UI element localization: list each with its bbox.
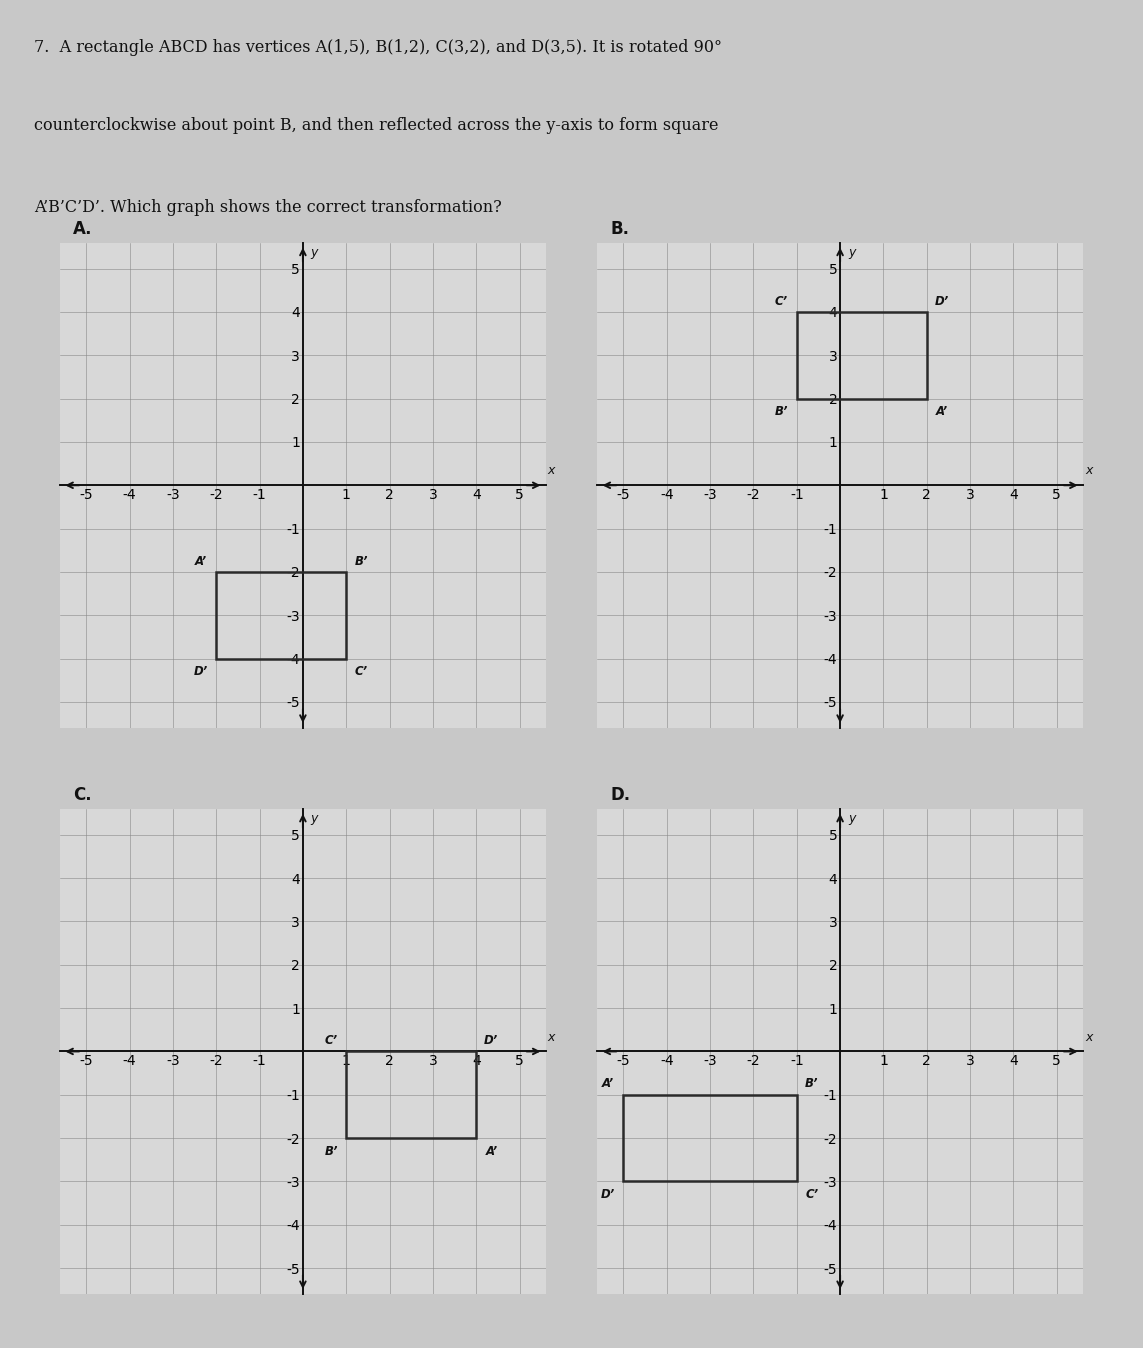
Text: 7.  A rectangle ABCD has vertices A(1,5), B(1,2), C(3,2), and D(3,5). It is rota: 7. A rectangle ABCD has vertices A(1,5),… [34,39,722,57]
Text: A’: A’ [936,406,948,418]
Text: D.: D. [610,786,631,805]
Text: y: y [311,247,318,259]
Text: B’: B’ [354,554,368,568]
Text: y: y [848,813,855,825]
Text: D’: D’ [601,1188,615,1201]
Text: D’: D’ [194,665,208,678]
Text: D’: D’ [485,1034,498,1047]
Bar [216,572,346,659]
Bar [797,311,927,399]
Bar [346,1051,477,1138]
Text: D’: D’ [935,295,949,307]
Text: C.: C. [73,786,91,805]
Text: A’: A’ [195,554,207,568]
Text: y: y [311,813,318,825]
Text: B’: B’ [805,1077,818,1091]
Text: y: y [848,247,855,259]
Text: x: x [1085,1031,1093,1043]
Text: B’: B’ [325,1144,338,1158]
Text: A’B’C’D’. Which graph shows the correct transformation?: A’B’C’D’. Which graph shows the correct … [34,200,502,216]
Text: C’: C’ [806,1188,818,1201]
Text: B’: B’ [775,406,789,418]
Text: C’: C’ [775,295,789,307]
Text: B.: B. [610,220,630,239]
Text: C’: C’ [325,1034,337,1047]
Text: A.: A. [73,220,93,239]
Text: x: x [1085,465,1093,477]
Text: counterclockwise about point B, and then reflected across the y-axis to form squ: counterclockwise about point B, and then… [34,117,718,133]
Text: A’: A’ [602,1077,614,1091]
Text: x: x [547,1031,555,1043]
Text: C’: C’ [354,665,368,678]
Text: A’: A’ [486,1144,497,1158]
Bar [623,1095,797,1181]
Text: x: x [547,465,555,477]
